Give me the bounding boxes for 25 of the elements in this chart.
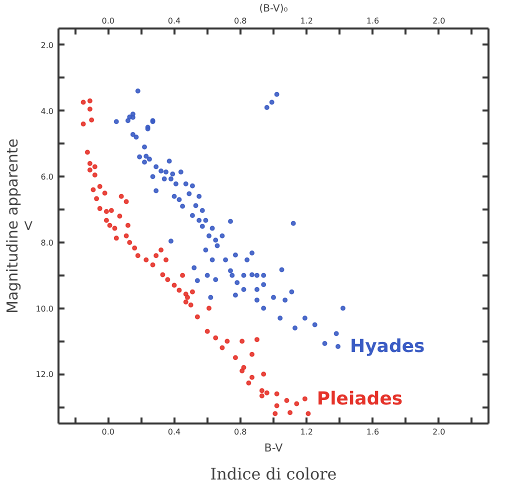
text: V xyxy=(24,219,34,233)
y-tick-label: 6.0 xyxy=(40,172,54,182)
text: Indice di colore xyxy=(210,464,337,484)
x-axis-title: B-V xyxy=(264,442,284,454)
x2-tick-label: 2.0 xyxy=(432,428,446,436)
x2-tick-label: 0.8 xyxy=(234,428,247,436)
y-tick-label: 4.0 xyxy=(40,106,54,116)
x2-tick-label: 1.6 xyxy=(366,428,380,436)
x2-tick-label: 1.2 xyxy=(300,428,313,436)
y-tick-label: 12.0 xyxy=(36,370,54,380)
x2-axis-title: (B-V)₀ xyxy=(259,4,288,14)
x-tick-label: 1.2 xyxy=(300,16,313,26)
series-label: Hyades xyxy=(350,336,425,357)
x-tick-label: 0.4 xyxy=(168,16,181,26)
y-axis-title: Magnitudine apparente xyxy=(4,138,22,314)
x2-tick-label: 0.0 xyxy=(102,428,114,436)
y-tick-label: 8.0 xyxy=(40,238,54,248)
y-tick-label: 10.0 xyxy=(36,304,54,314)
x-tick-label: 0.8 xyxy=(234,16,247,26)
x-tick-label: 2.0 xyxy=(432,16,446,26)
x-tick-label: 1.6 xyxy=(366,16,380,26)
x2-tick-label: 0.4 xyxy=(168,428,181,436)
y-tick-label: 2.0 xyxy=(40,40,54,50)
x-tick-label: 0.0 xyxy=(102,16,114,26)
series-label: Pleiades xyxy=(316,388,403,410)
